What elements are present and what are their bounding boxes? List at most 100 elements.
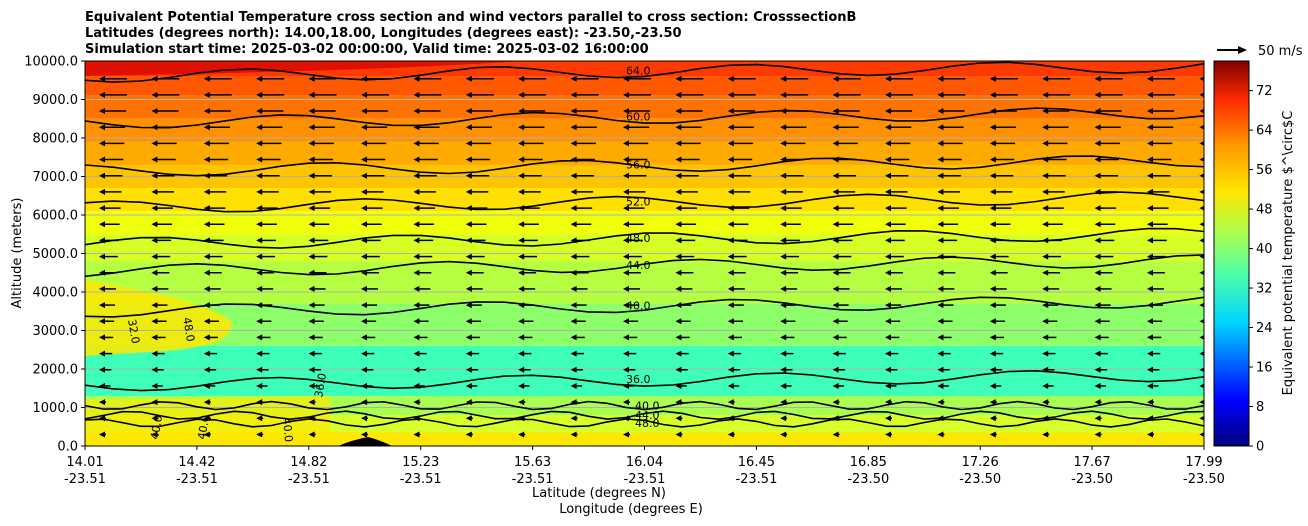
wind-vector [465, 399, 473, 406]
wind-vector [1147, 237, 1167, 244]
wind-vector [203, 253, 223, 260]
wind-vector [99, 140, 125, 147]
wind-vector [203, 399, 211, 406]
wind-vector [465, 431, 473, 438]
wind-vector [361, 108, 389, 115]
wind-vector [308, 188, 332, 195]
wind-vector [413, 156, 438, 163]
wind-vector [465, 350, 480, 357]
wind-vector [570, 415, 578, 422]
wind-vector [361, 415, 368, 422]
wind-vector [151, 188, 174, 195]
wind-vector [832, 302, 849, 309]
wind-vector [151, 237, 172, 244]
wind-vector [518, 221, 539, 228]
wind-vector [151, 350, 165, 357]
wind-vector [1042, 156, 1067, 163]
wind-vector [727, 350, 742, 357]
wind-vector [989, 172, 1014, 179]
x-tick-label-lat: 14.42 [178, 455, 215, 470]
wind-vector [99, 237, 119, 244]
wind-vector [885, 237, 905, 244]
wind-vector [989, 205, 1012, 212]
quiver-key: 50 m/s [1217, 44, 1303, 59]
wind-vector [675, 399, 683, 406]
field-band [85, 76, 1204, 96]
wind-vector [1199, 302, 1204, 308]
contour-label: 48.0 [635, 417, 660, 430]
wind-vector [570, 75, 599, 82]
wind-vector [1147, 415, 1154, 422]
wind-vector [518, 91, 547, 98]
wind-vector [308, 108, 336, 115]
wind-vector [518, 172, 542, 179]
wind-vector [256, 350, 270, 357]
wind-vector [465, 205, 488, 212]
wind-vector [570, 221, 592, 228]
colorbar-label: Equivalent potential temperature $^\circ… [1281, 111, 1296, 396]
wind-vector [727, 399, 735, 406]
wind-vector [1094, 350, 1108, 357]
wind-vector [308, 172, 333, 179]
wind-vector [256, 91, 285, 98]
contour-label: 56.0 [626, 159, 651, 172]
wind-vector [727, 205, 750, 212]
wind-vector [832, 221, 854, 228]
x-tick-label-lon: -23.51 [624, 472, 666, 487]
wind-vector [1094, 366, 1107, 373]
wind-vector [203, 431, 211, 438]
x-axis-label: Latitude (degrees N) [532, 486, 666, 501]
wind-vector [623, 318, 639, 325]
wind-vector [675, 205, 697, 212]
wind-vector [413, 205, 435, 212]
wind-vector [256, 221, 277, 228]
wind-vector [308, 318, 324, 325]
wind-vector [885, 253, 904, 260]
wind-vector [1094, 172, 1119, 179]
wind-vector [780, 399, 788, 406]
wind-vector [308, 382, 321, 389]
colorbar-tick-label: 16 [1256, 361, 1273, 376]
wind-vector [885, 399, 892, 406]
wind-vector [518, 382, 530, 389]
wind-vector [1042, 399, 1050, 406]
wind-vector [727, 382, 740, 389]
field-pocket [85, 61, 520, 76]
wind-vector [1147, 140, 1173, 147]
wind-vector [1199, 157, 1204, 162]
wind-vector [780, 350, 794, 357]
wind-vector [727, 221, 749, 228]
wind-vector [1199, 351, 1204, 356]
wind-vector [203, 302, 220, 309]
wind-vector [1042, 140, 1068, 147]
field-band [85, 211, 1204, 235]
wind-vector [518, 302, 535, 309]
wind-vector [203, 334, 219, 341]
wind-vector [937, 140, 963, 147]
wind-vector [308, 415, 316, 422]
wind-vector [1042, 188, 1065, 195]
contour-label: 40.0 [280, 417, 295, 443]
wind-vector [1147, 124, 1174, 131]
wind-vector [413, 91, 442, 98]
wind-vector [203, 237, 224, 244]
contour-line [85, 296, 1204, 318]
wind-vector [675, 108, 703, 115]
field-pocket [85, 280, 232, 356]
wind-vector [780, 318, 796, 325]
wind-vector [570, 108, 598, 115]
wind-vector [361, 350, 375, 357]
x-tick-label-lon: -23.51 [512, 472, 554, 487]
wind-vector [413, 399, 421, 406]
wind-vector [937, 172, 961, 179]
wind-vector [885, 108, 913, 115]
wind-vector [361, 205, 383, 212]
contour-line [85, 227, 1204, 249]
wind-vector [256, 124, 283, 131]
wind-vector [937, 302, 954, 309]
wind-vector [1147, 188, 1170, 195]
wind-vector [518, 431, 526, 438]
x-tick-label-lon: -23.50 [959, 472, 1001, 487]
wind-vector [203, 188, 227, 195]
wind-vector [937, 318, 953, 325]
